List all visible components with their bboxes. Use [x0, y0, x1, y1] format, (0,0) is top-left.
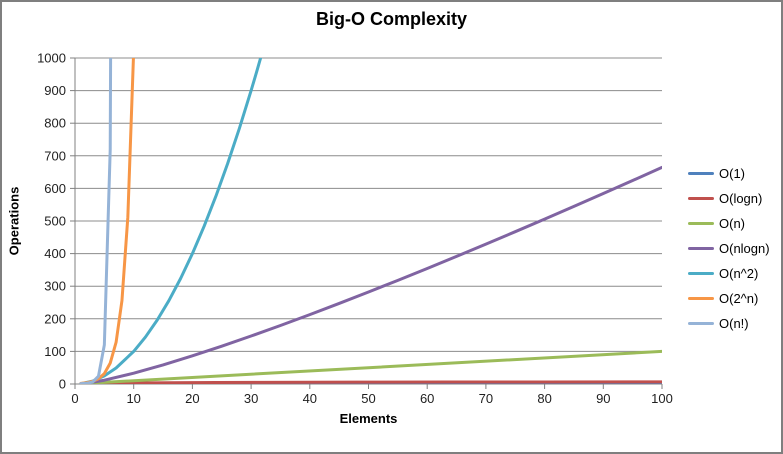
y-tick-label: 100 — [44, 344, 66, 359]
x-tick-label: 90 — [596, 391, 610, 406]
legend-label: O(logn) — [719, 190, 763, 206]
legend-item-O(2^n)[interactable]: O(2^n) — [688, 290, 770, 306]
x-tick-label: 60 — [420, 391, 434, 406]
legend-marker — [688, 221, 714, 225]
legend-marker — [688, 321, 714, 325]
x-tick-label: 30 — [244, 391, 258, 406]
x-tick-label: 80 — [537, 391, 551, 406]
y-tick-label: 600 — [44, 181, 66, 196]
y-tick-label: 400 — [44, 246, 66, 261]
chart-title: Big-O Complexity — [315, 9, 467, 29]
legend-label: O(n) — [719, 215, 745, 231]
x-tick-label: 0 — [71, 391, 78, 406]
legend-item-O(nlogn)[interactable]: O(nlogn) — [688, 240, 770, 256]
y-tick-label: 700 — [44, 148, 66, 163]
series-line-O(n^2)[interactable] — [79, 50, 263, 384]
x-tick-label: 50 — [361, 391, 375, 406]
legend-item-O(n)[interactable]: O(n) — [688, 215, 770, 231]
y-tick-label: 0 — [59, 377, 66, 392]
legend-item-O(logn)[interactable]: O(logn) — [688, 190, 770, 206]
legend-marker — [688, 246, 714, 250]
y-tick-label: 300 — [44, 279, 66, 294]
y-tick-label: 200 — [44, 311, 66, 326]
series-line-O(n!)[interactable] — [79, 0, 116, 384]
series-line-O(n)[interactable] — [79, 349, 662, 384]
y-axis-title: Operations — [6, 186, 22, 256]
y-tick-label: 800 — [44, 116, 66, 131]
legend-marker — [688, 171, 714, 175]
legend-marker — [688, 271, 714, 275]
x-tick-label: 10 — [126, 391, 140, 406]
legend-label: O(n!) — [719, 315, 749, 331]
y-tick-label: 1000 — [37, 51, 66, 66]
x-tick-label: 70 — [479, 391, 493, 406]
legend-item-O(n^2)[interactable]: O(n^2) — [688, 265, 770, 281]
x-tick-label: 100 — [651, 391, 673, 406]
x-axis-title: Elements — [339, 411, 398, 426]
y-tick-label: 900 — [44, 83, 66, 98]
y-tick-label: 500 — [44, 214, 66, 229]
x-tick-label: 40 — [303, 391, 317, 406]
legend-marker — [688, 296, 714, 300]
legend-label: O(n^2) — [719, 265, 759, 281]
legend-label: O(nlogn) — [719, 240, 770, 256]
legend-marker — [688, 196, 714, 200]
series-line-O(nlogn)[interactable] — [79, 165, 662, 384]
legend: O(1) O(logn) O(n) O(nlogn) O(n^2) O(2^n) O(n!) — [688, 165, 770, 331]
legend-item-O(1)[interactable]: O(1) — [688, 165, 770, 181]
legend-item-O(n!)[interactable]: O(n!) — [688, 315, 770, 331]
x-tick-label: 20 — [185, 391, 199, 406]
legend-label: O(2^n) — [719, 290, 759, 306]
legend-label: O(1) — [719, 165, 745, 181]
